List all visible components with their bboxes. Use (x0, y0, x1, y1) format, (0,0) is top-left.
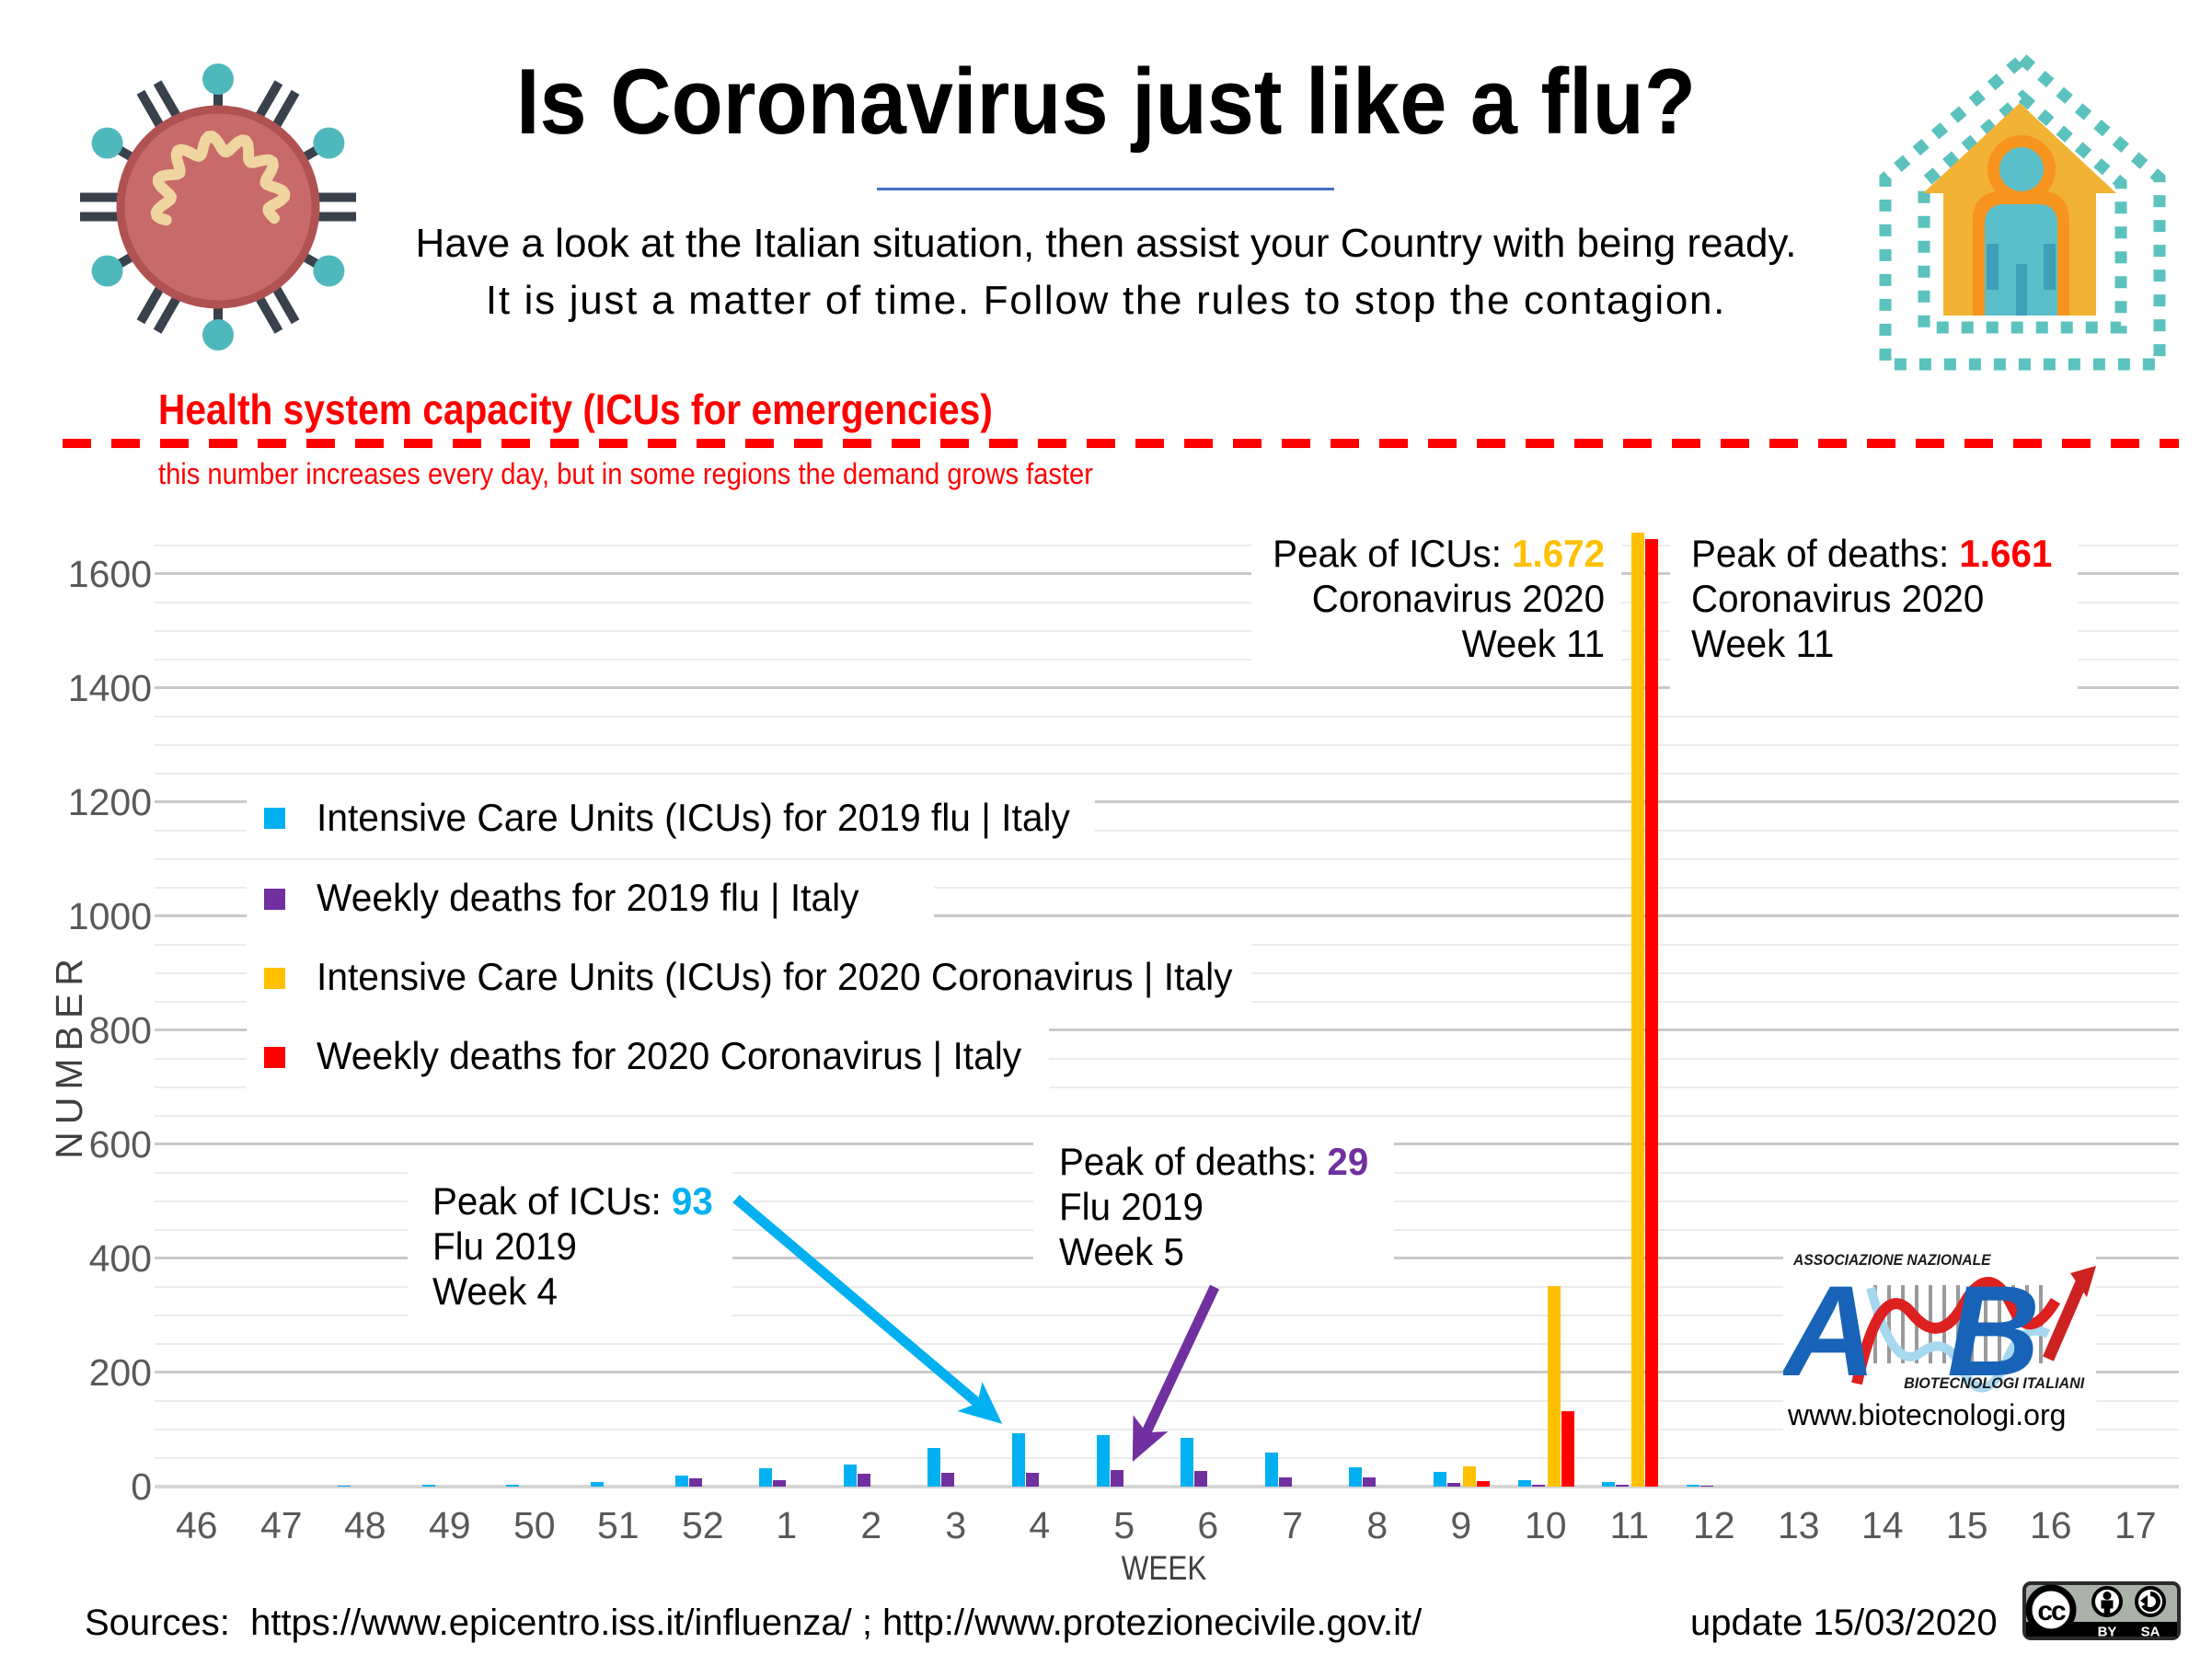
svg-text:B: B (1947, 1258, 2040, 1403)
svg-text:BY: BY (2098, 1625, 2117, 1640)
svg-text:A: A (1783, 1258, 1876, 1403)
svg-text:BIOTECNOLOGI ITALIANI: BIOTECNOLOGI ITALIANI (1904, 1374, 2085, 1392)
svg-text:SA: SA (2141, 1625, 2160, 1640)
svg-text:www.biotecnologi.org: www.biotecnologi.org (1787, 1398, 2066, 1431)
svg-text:cc: cc (2037, 1596, 2066, 1626)
svg-text:ASSOCIAZIONE NAZIONALE: ASSOCIAZIONE NAZIONALE (1792, 1251, 1992, 1269)
